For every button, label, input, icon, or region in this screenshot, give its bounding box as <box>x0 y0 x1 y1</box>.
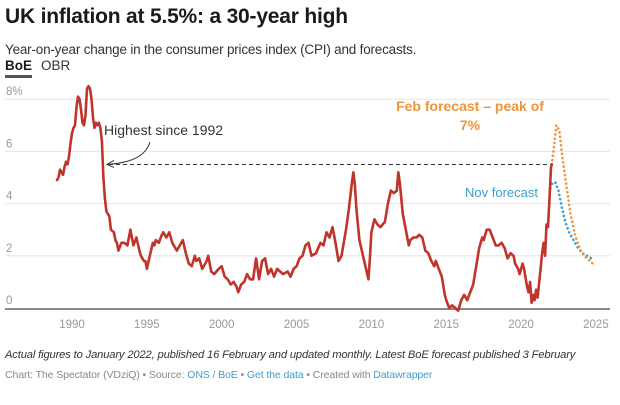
byline-separator: • <box>237 369 247 381</box>
x-tick-label: 2015 <box>433 319 459 331</box>
x-tick-label: 2020 <box>508 319 534 331</box>
series-nov-forecast-line <box>549 181 593 260</box>
chart-title: UK inflation at 5.5%: a 30-year high <box>5 5 348 28</box>
y-tick-label: 4 <box>6 191 13 203</box>
annotation-nov-forecast: Nov forecast <box>465 185 538 200</box>
get-data-link[interactable]: Get the data <box>246 369 304 381</box>
x-tick-label: 1990 <box>59 319 85 331</box>
byline-created-with: • Created with <box>303 369 374 381</box>
tab-boe[interactable]: BoE <box>5 58 32 78</box>
y-tick-label: 8% <box>6 86 23 98</box>
annotation-arrow-icon <box>106 141 151 165</box>
chart-notes: Actual figures to January 2022, publishe… <box>5 349 576 361</box>
annotation-feb-peak-value: 7% <box>460 117 481 133</box>
y-tick-label: 0 <box>6 295 12 307</box>
source-link[interactable]: ONS / BoE <box>187 369 238 381</box>
arrowhead-icon <box>105 160 115 168</box>
x-tick-label: 1995 <box>134 319 160 331</box>
chart-byline: Chart: The Spectator (VDziQ) • Source: O… <box>5 369 432 381</box>
x-tick-label: 2010 <box>359 319 385 331</box>
datawrapper-link[interactable]: Datawrapper <box>373 369 433 381</box>
byline-credit: Chart: The Spectator (VDziQ) • Source: <box>5 369 188 381</box>
y-tick-label: 6 <box>6 138 12 150</box>
annotation-highest-since-1992: Highest since 1992 <box>104 122 223 138</box>
series-layer <box>55 84 597 312</box>
series-feb-forecast-line <box>550 124 597 268</box>
x-tick-label: 2000 <box>209 319 235 331</box>
series-cpi-actual-line <box>55 84 554 312</box>
y-tick-label: 2 <box>6 243 12 255</box>
forecast-tabs: BoE OBR <box>5 58 70 78</box>
y-axis-ticks: 0 2 4 6 8% <box>6 86 23 307</box>
tab-obr[interactable]: OBR <box>41 58 71 73</box>
x-tick-label: 2005 <box>284 319 310 331</box>
x-tick-label: 2025 <box>583 319 609 331</box>
x-axis-ticks: 1990 1995 2000 2005 2010 2015 2020 2025 <box>59 319 609 331</box>
chart-subtitle: Year-on-year change in the consumer pric… <box>5 42 417 57</box>
annotation-feb-forecast: Feb forecast – peak of <box>396 98 544 114</box>
